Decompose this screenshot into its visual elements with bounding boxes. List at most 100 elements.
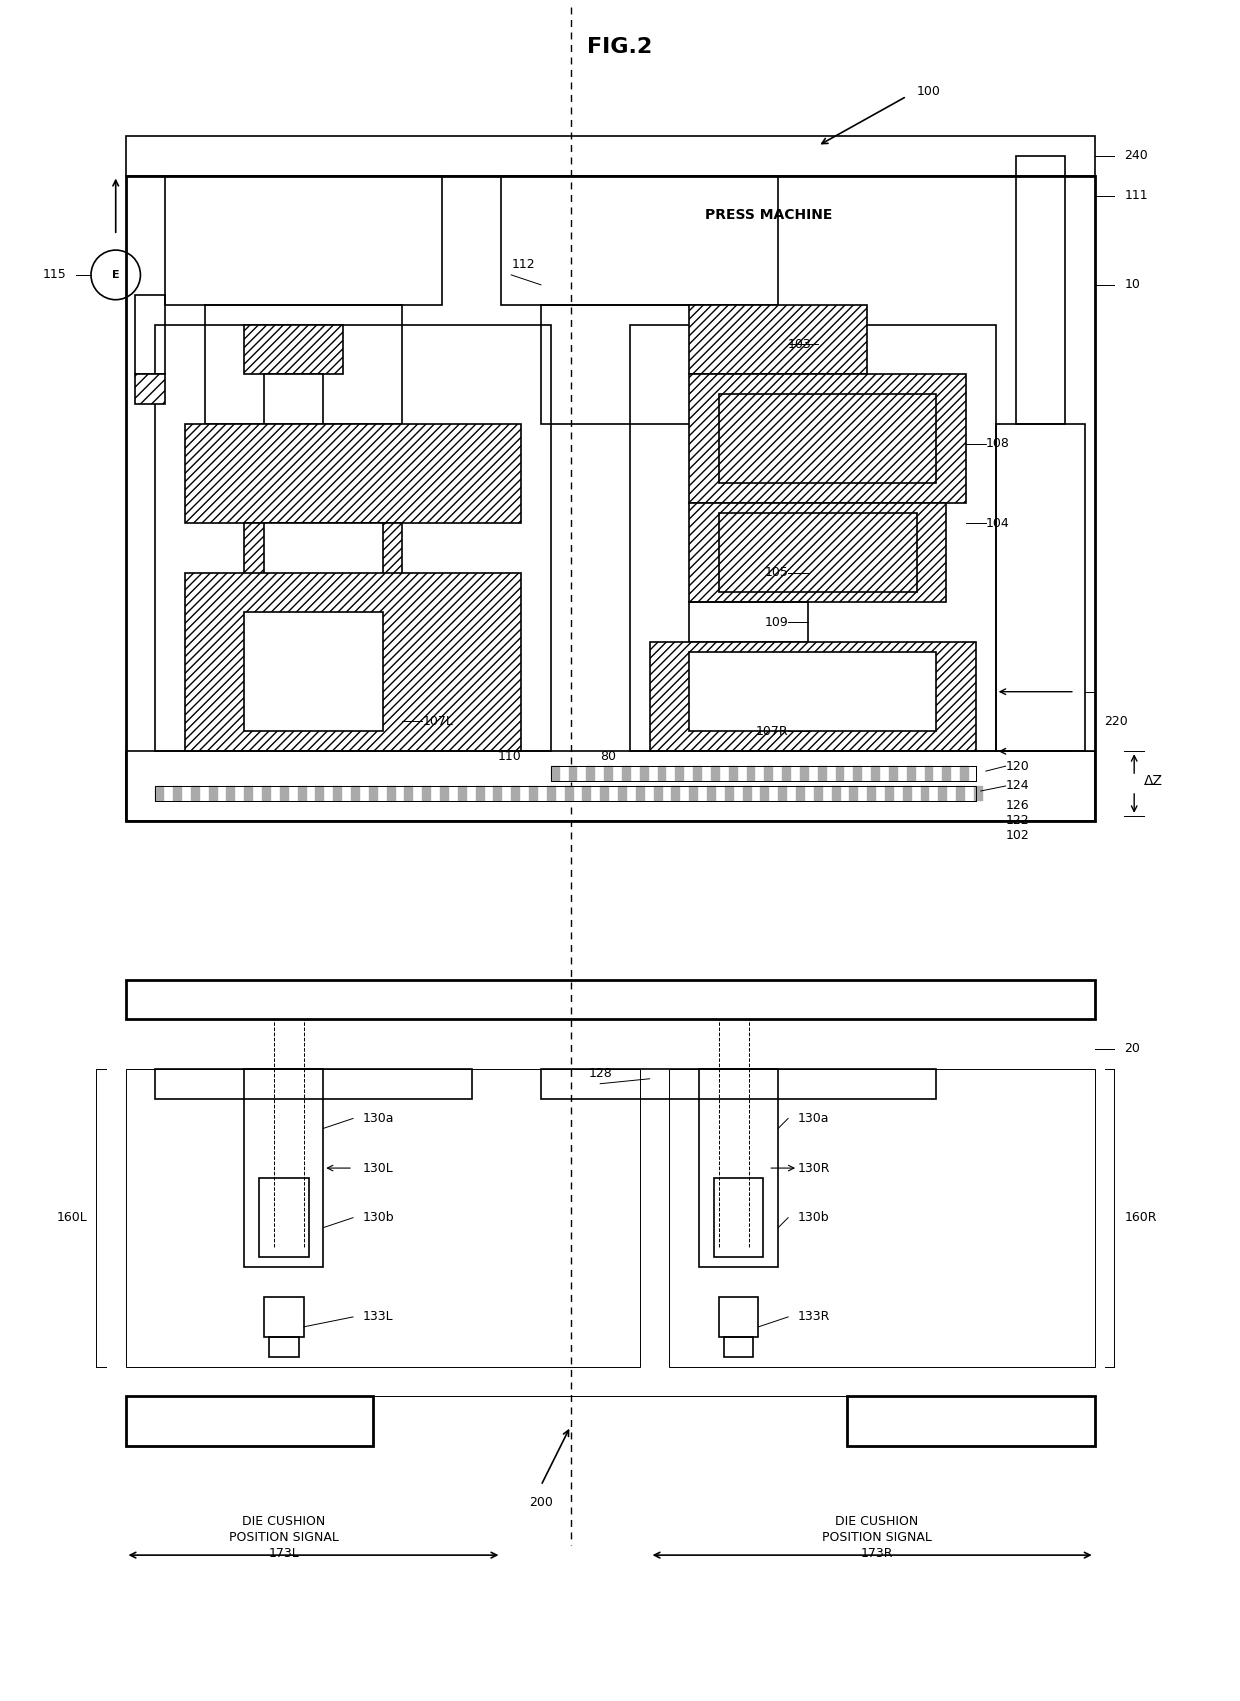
Bar [671, 786, 681, 801]
Text: 103: 103 [789, 338, 812, 350]
Bar [796, 786, 805, 801]
Bar [889, 765, 898, 781]
Bar [725, 786, 734, 801]
Bar [423, 786, 432, 801]
Bar [404, 786, 413, 801]
Bar [636, 786, 645, 801]
Bar [800, 765, 808, 781]
Text: 102: 102 [1006, 828, 1029, 842]
Text: 80: 80 [600, 750, 616, 762]
Text: 126: 126 [1006, 799, 1029, 813]
Bar [334, 786, 342, 801]
Bar [125, 1068, 640, 1366]
Bar [244, 786, 253, 801]
Bar [782, 765, 791, 781]
Bar [547, 786, 556, 801]
Bar [351, 786, 360, 801]
Bar [719, 514, 916, 592]
Text: 112: 112 [511, 259, 534, 272]
Bar [440, 786, 449, 801]
Text: ΔZ: ΔZ [1145, 774, 1163, 788]
Bar [719, 1298, 759, 1337]
Text: 111: 111 [1125, 189, 1148, 202]
Text: 130a: 130a [363, 1112, 394, 1124]
Bar [264, 522, 383, 582]
Bar [205, 304, 403, 424]
Bar [743, 786, 751, 801]
Text: E: E [112, 270, 119, 281]
Text: 108: 108 [986, 437, 1009, 451]
Bar [174, 786, 182, 801]
Bar [724, 1337, 754, 1357]
Bar [244, 1068, 324, 1267]
Bar [208, 786, 217, 801]
Bar [942, 765, 951, 781]
Bar [764, 765, 774, 781]
Bar [315, 786, 325, 801]
Bar [587, 765, 595, 781]
Text: 122: 122 [1006, 815, 1029, 827]
Text: 109: 109 [764, 616, 789, 629]
Bar [779, 786, 787, 801]
Bar [264, 1298, 304, 1337]
Bar [387, 786, 396, 801]
Bar [551, 765, 559, 781]
Bar [906, 765, 915, 781]
Text: 160L: 160L [56, 1211, 87, 1225]
Text: 130b: 130b [363, 1211, 394, 1225]
Bar [836, 765, 844, 781]
Text: 124: 124 [1006, 779, 1029, 793]
Bar [600, 786, 609, 801]
Bar [689, 602, 808, 641]
Bar [640, 765, 649, 781]
Bar [760, 786, 769, 801]
Bar [551, 765, 976, 781]
Bar [244, 522, 403, 602]
Text: 104: 104 [986, 517, 1009, 529]
Bar [551, 765, 976, 781]
Bar [125, 1397, 373, 1446]
Bar [729, 765, 738, 781]
Bar [925, 765, 934, 781]
Bar [529, 786, 538, 801]
Text: 133R: 133R [799, 1310, 831, 1323]
Bar [244, 325, 343, 374]
Text: 160R: 160R [1125, 1211, 1157, 1225]
Bar [996, 424, 1085, 752]
Bar [676, 765, 684, 781]
Bar [1016, 156, 1065, 424]
Text: PRESS MACHINE: PRESS MACHINE [704, 208, 832, 223]
Bar [657, 765, 666, 781]
Bar [458, 786, 466, 801]
Bar [125, 980, 1095, 1019]
Bar [849, 786, 858, 801]
Bar [746, 765, 755, 781]
Bar [714, 1179, 764, 1257]
Bar [630, 325, 996, 752]
Bar [711, 765, 720, 781]
Bar [689, 503, 946, 602]
Text: 220: 220 [1105, 714, 1128, 728]
Bar [368, 786, 378, 801]
Bar [693, 765, 702, 781]
Bar [476, 786, 485, 801]
Bar [847, 1397, 1095, 1446]
Bar [501, 175, 779, 304]
Bar [689, 786, 698, 801]
Bar [264, 374, 324, 424]
Bar [867, 786, 877, 801]
Bar [269, 1337, 299, 1357]
Bar [729, 374, 827, 424]
Text: 107R: 107R [755, 725, 789, 738]
Bar [185, 424, 521, 522]
Bar [885, 786, 894, 801]
Bar [155, 325, 551, 752]
Bar [689, 374, 966, 503]
Bar [135, 374, 165, 403]
Bar [670, 1068, 1095, 1366]
Text: 240: 240 [1125, 150, 1148, 162]
Bar [903, 786, 911, 801]
Bar [920, 786, 930, 801]
Bar [191, 786, 200, 801]
Bar [244, 612, 383, 731]
